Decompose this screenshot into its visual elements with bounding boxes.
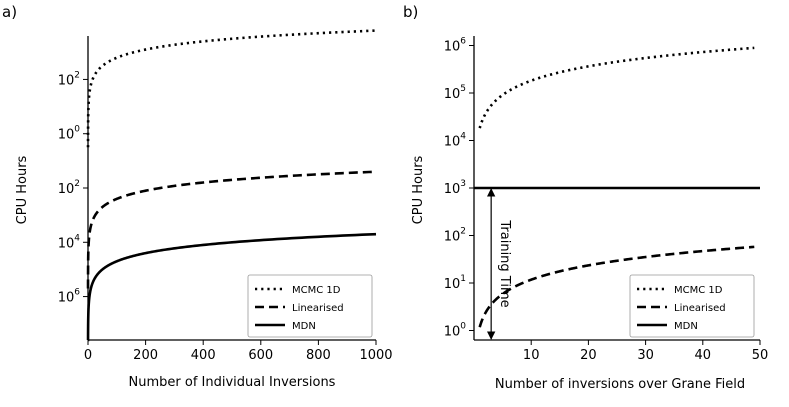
legend-label: Linearised <box>674 303 726 314</box>
series-line <box>86 232 377 342</box>
panel-b-x-ticks: 10 20 30 40 50 <box>523 340 768 363</box>
panel-a-label: a) <box>2 3 17 21</box>
panel-b-legend: MCMC 1D Linearised MDN <box>629 274 755 338</box>
panel-b-label: b) <box>403 3 418 21</box>
x-tick-label: 20 <box>580 348 597 363</box>
legend-box <box>629 274 755 338</box>
x-tick-label: 30 <box>637 348 654 363</box>
y-tick-label: 105 <box>444 84 466 102</box>
y-tick-label: 102 <box>58 70 80 88</box>
panel-b-y-axis-title: CPU Hours <box>411 155 426 224</box>
series-line <box>478 46 755 129</box>
y-tick-label: 102 <box>58 179 80 197</box>
y-tick-label: 106 <box>58 288 81 306</box>
x-tick-label: 40 <box>695 348 712 363</box>
panel-b: b) 10 20 30 40 50 100 101 102 103 104 105 106 Trai… <box>403 3 768 392</box>
y-tick-label: 106 <box>444 37 467 55</box>
x-tick-label: 0 <box>84 348 92 363</box>
series-line <box>86 29 377 148</box>
series-line <box>478 245 755 328</box>
x-tick-label: 800 <box>306 348 331 363</box>
legend-label: Linearised <box>292 303 344 314</box>
y-tick-label: 103 <box>444 179 466 197</box>
legend-label: MDN <box>674 321 698 332</box>
y-tick-label: 100 <box>58 125 81 143</box>
legend-label: MCMC 1D <box>674 285 723 296</box>
legend-label: MDN <box>292 321 316 332</box>
x-tick-label: 50 <box>752 348 769 363</box>
panel-a: a) 0 200 400 600 800 1000 102 100 102 104 106 Num… <box>2 3 393 390</box>
x-tick-label: 200 <box>133 348 158 363</box>
x-tick-label: 10 <box>523 348 540 363</box>
panel-a-y-ticks: 102 100 102 104 106 <box>58 70 88 306</box>
legend-label: MCMC 1D <box>292 285 341 296</box>
y-tick-label: 101 <box>444 274 466 292</box>
panel-a-x-ticks: 0 200 400 600 800 1000 <box>84 340 393 363</box>
legend-box <box>247 274 373 338</box>
y-tick-label: 100 <box>444 322 467 340</box>
panel-a-y-axis-title: CPU Hours <box>15 155 30 224</box>
y-tick-label: 104 <box>444 132 467 150</box>
panel-b-series <box>474 46 760 328</box>
panel-b-x-axis-title: Number of inversions over Grane Field <box>495 377 745 392</box>
panel-a-series <box>86 29 377 342</box>
x-tick-label: 1000 <box>359 348 392 363</box>
series-line <box>86 170 377 289</box>
panel-b-y-ticks: 100 101 102 103 104 105 106 <box>444 37 474 340</box>
x-tick-label: 400 <box>191 348 216 363</box>
x-tick-label: 600 <box>248 348 273 363</box>
panel-b-annotation: Training Time <box>486 188 512 340</box>
panel-a-legend: MCMC 1D Linearised MDN <box>247 274 373 338</box>
panel-a-x-axis-title: Number of Individual Inversions <box>129 375 336 390</box>
y-tick-label: 104 <box>58 233 81 251</box>
training-time-label: Training Time <box>497 219 512 307</box>
y-tick-label: 102 <box>444 227 466 245</box>
